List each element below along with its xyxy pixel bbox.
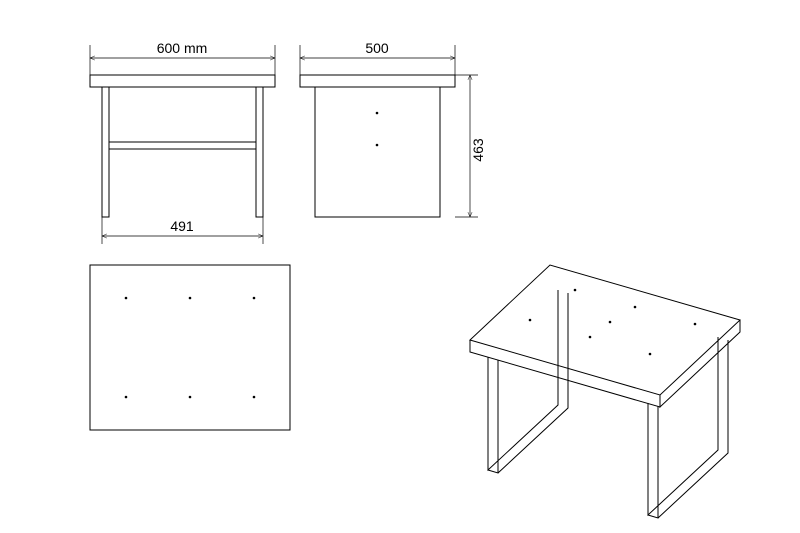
dim-label-500: 500 (365, 40, 389, 56)
dimension-491: 491 (102, 217, 263, 244)
dim-label-491: 491 (170, 218, 194, 234)
dimension-600mm: 600 mm (90, 40, 275, 75)
front-elevation (90, 75, 275, 217)
dim-label-463: 463 (470, 138, 486, 162)
dimension-500: 500 (300, 40, 455, 75)
dimension-463: 463 (455, 75, 486, 217)
plan-view (90, 265, 290, 430)
side-elevation (300, 75, 455, 217)
dim-label-600: 600 mm (157, 40, 208, 56)
technical-drawing: 600 mm 500 463 491 (0, 0, 800, 533)
isometric-view (470, 265, 740, 518)
